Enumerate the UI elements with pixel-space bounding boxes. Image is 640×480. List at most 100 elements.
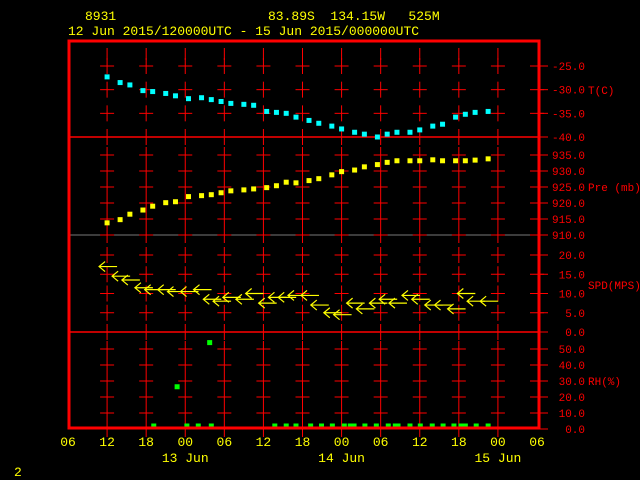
wind-arrow [244,288,264,299]
rh-point [195,423,201,429]
x-tick-label: 18 [451,435,467,450]
y-tick-label: 30.0 [559,377,585,389]
rh-point [440,423,446,429]
wind-arrow [98,261,118,273]
y-tick-label: 0.0 [565,425,585,437]
x-tick-label: 00 [177,435,193,450]
rh-point [373,423,379,429]
pressure-point [339,169,345,175]
pressure-point [264,185,270,191]
pressure-point [407,158,413,164]
rh-point [395,423,401,429]
wind-arrow [456,288,476,299]
wind-arrow [202,293,222,305]
time-period: 12 Jun 2015/120000UTC - 15 Jun 2015/0000… [68,24,419,39]
temperature-point [407,129,413,135]
pressure-point [251,186,257,192]
wind-arrow [300,289,320,301]
pressure-point [104,220,110,226]
rh-point [341,423,347,429]
rh-point [385,423,391,429]
temperature-point [163,90,169,96]
pressure-point [199,193,205,199]
pressure-point [384,159,390,165]
x-date-label: 14 Jun [318,451,365,466]
y-tick-label: 935.0 [552,151,585,163]
x-tick-label: 06 [60,435,76,450]
rh-point [462,423,468,429]
temperature-point [440,121,446,127]
rh-point [417,423,423,429]
y-tick-label: -25.0 [552,62,585,74]
temperature-point [228,100,234,106]
wind-arrow [479,295,499,307]
pressure-point [453,158,459,164]
data-marks [98,74,499,429]
y-tick-label: -30.0 [552,86,585,98]
temperature-point [361,131,367,137]
temperature-point [251,102,257,108]
temperature-point [352,129,358,135]
wind-arrow [345,297,365,309]
pressure-point [472,157,478,163]
grid [69,48,544,437]
temperature-point [306,117,312,123]
x-tick-label: 06 [217,435,233,450]
y-tick-label: 10.0 [559,290,585,302]
rh-point [362,423,368,429]
temperature-point [273,109,279,115]
page-number: 2 [14,465,22,480]
wind-arrow [355,303,375,315]
rh-point [208,423,214,429]
pressure-point [228,188,234,194]
pressure-point [273,183,279,189]
pressure-point [361,164,367,170]
pressure-point [150,203,156,209]
x-tick-label: 06 [373,435,389,450]
temperature-point [140,88,146,94]
pressure-point [186,194,192,200]
wind-arrow [234,293,254,305]
rh-point [293,423,299,429]
y-tick-label: 910.0 [552,231,585,243]
axes: 06 12 18 00 06 12 18 00 06 12 18 00 06 13 Jun 14 Jun 15… [60,62,640,466]
wind-arrow [332,309,352,321]
y-tick-label: 40.0 [559,361,585,373]
wind-arrow [120,274,140,286]
x-tick-label: 12 [99,435,115,450]
temperature-point [186,96,192,102]
rh-point [318,423,324,429]
temperature-point [329,123,335,129]
temperature-point [316,120,322,126]
rh-point [308,423,314,429]
temperature-point [241,101,247,107]
pressure-point [283,179,289,185]
x-tick-label: 12 [412,435,428,450]
temperature-point [430,123,436,129]
wind-arrow [388,297,407,309]
rh-point [451,423,457,429]
pressure-point [417,158,423,164]
y-tick-label: 930.0 [552,167,585,179]
rh-point [458,423,464,429]
pressure-point [127,211,133,217]
temperature-point [208,97,214,103]
temperature-point [339,126,345,132]
x-date-label: 15 Jun [475,451,522,466]
pressure-point [352,167,358,173]
x-tick-label: 12 [256,435,272,450]
y-tick-label: 915.0 [552,215,585,227]
temperature-point [150,89,156,95]
temperature-point [199,95,205,101]
rh-point [429,423,435,429]
pressure-point [208,192,214,198]
temperature-point [394,129,400,135]
temperature-point [472,109,478,115]
rh-point [473,423,479,429]
pressure-point [218,190,224,196]
temperature-point [264,108,270,114]
pressure-point [293,180,299,186]
station-location: 83.89S 134.15W 525M [268,9,440,24]
temperature-point [172,93,178,99]
y-tick-label: 10.0 [559,409,585,421]
